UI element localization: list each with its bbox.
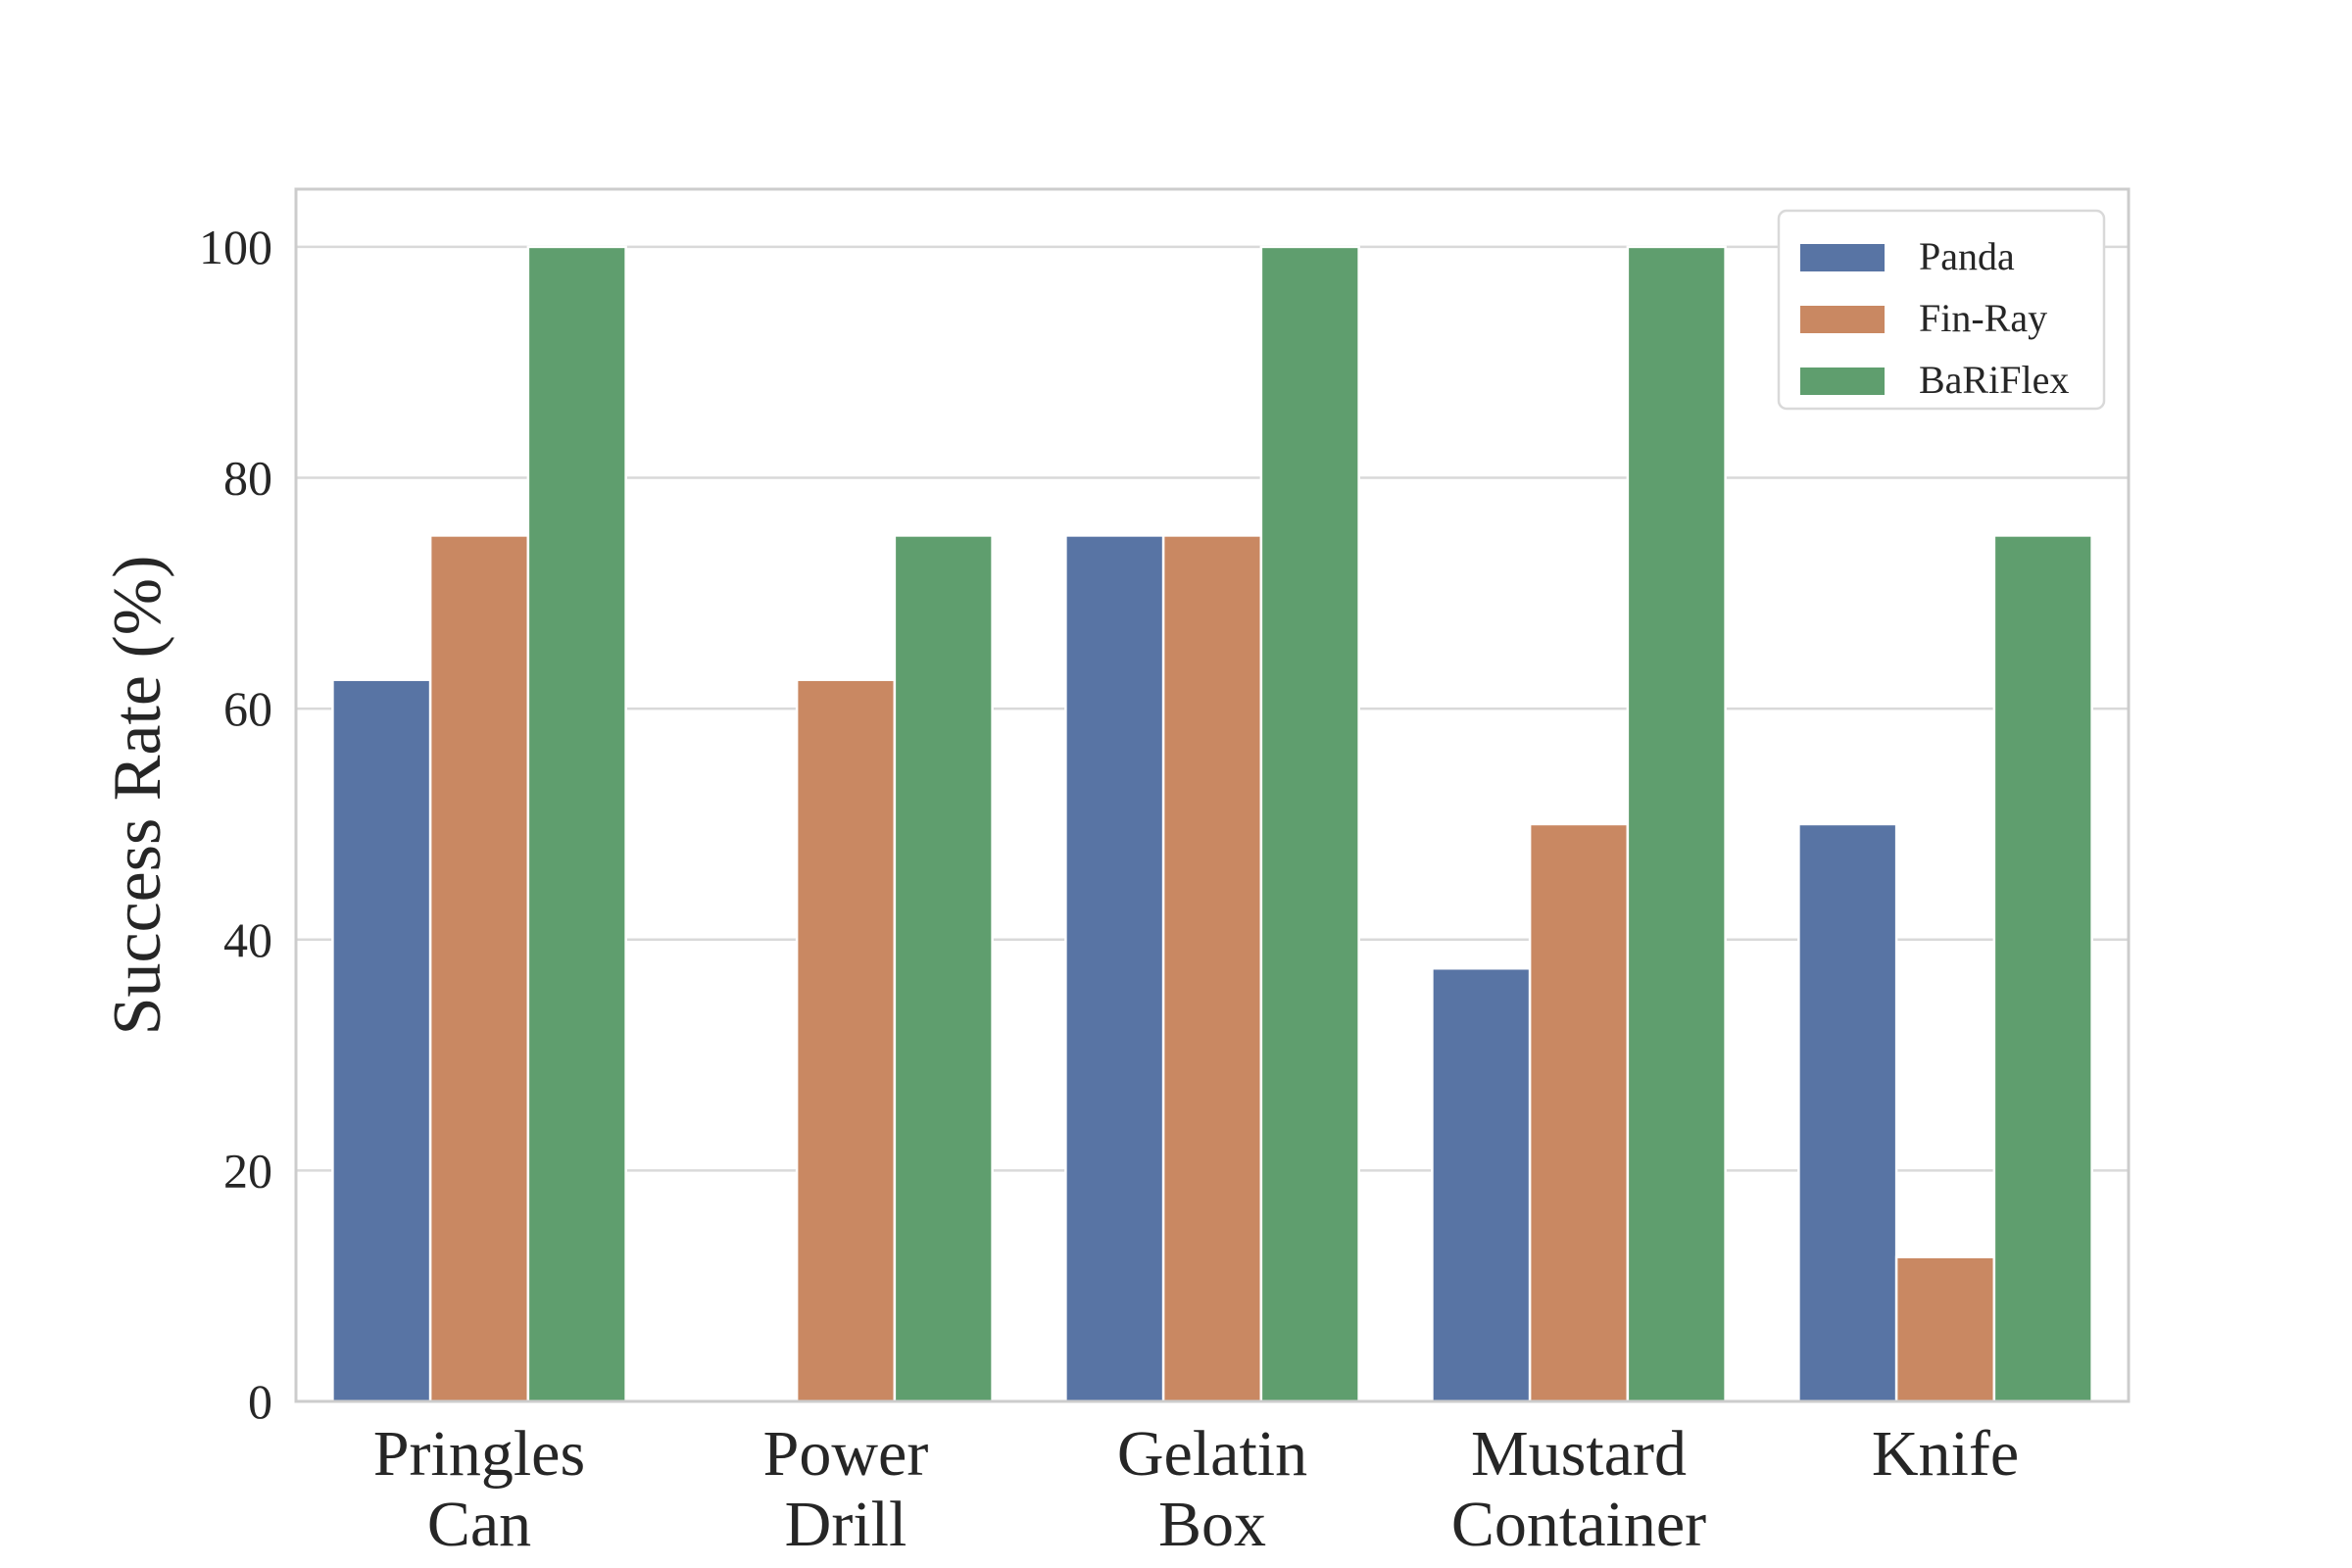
legend-swatch <box>1800 306 1885 333</box>
bar-bariflex <box>526 245 627 1403</box>
x-tick-label: Power Drill <box>763 1418 929 1560</box>
legend: Panda Fin-Ray BaRiFlex <box>1777 209 2106 411</box>
y-tick-label: 100 <box>199 220 272 274</box>
y-axis-label: Success Rate (%) <box>100 556 175 1036</box>
y-tick-labels: 0 20 40 60 80 100 <box>199 220 272 1429</box>
bar-panda <box>1064 534 1165 1403</box>
y-tick-label: 80 <box>223 451 272 506</box>
legend-swatch <box>1800 244 1885 271</box>
bar-fin-ray <box>1894 1255 1996 1403</box>
x-tick-label-line: Gelatin <box>1117 1418 1307 1490</box>
plot-frame <box>294 187 2131 1403</box>
bar-panda <box>1431 966 1532 1403</box>
legend-swatch <box>1800 368 1885 395</box>
x-tick-label: Knife <box>1872 1418 2019 1490</box>
y-tick-label: 20 <box>223 1143 272 1198</box>
x-tick-label-line: Pringles <box>373 1418 585 1490</box>
bar-fin-ray <box>428 534 530 1403</box>
x-tick-label: Mustard Container <box>1451 1418 1706 1560</box>
legend-label: Fin-Ray <box>1919 296 2047 340</box>
bar-panda <box>1797 822 1898 1403</box>
bar-fin-ray <box>1161 534 1263 1403</box>
x-tick-label-line: Can <box>427 1489 531 1560</box>
x-tick-label-line: Power <box>763 1418 929 1490</box>
bar-bariflex <box>1259 245 1360 1403</box>
bar-bariflex <box>893 534 994 1403</box>
y-tick-label: 0 <box>248 1374 272 1429</box>
bar-bariflex <box>1626 245 1727 1403</box>
bar-fin-ray <box>795 678 897 1403</box>
x-tick-label-line: Drill <box>785 1489 907 1560</box>
bar-bariflex <box>1992 534 2093 1403</box>
x-tick-label-line: Box <box>1158 1489 1266 1560</box>
x-tick-label-line: Mustard <box>1471 1418 1687 1490</box>
x-tick-labels: Pringles Can Power Drill Gelatin Box Mustard Co… <box>373 1418 2019 1560</box>
x-tick-label: Pringles Can <box>373 1418 585 1560</box>
y-tick-label: 40 <box>223 912 272 967</box>
bars <box>331 245 2093 1403</box>
x-tick-label-line: Container <box>1451 1489 1706 1560</box>
x-tick-label-line: Knife <box>1872 1418 2019 1490</box>
legend-label: Panda <box>1919 234 2015 278</box>
bar-panda <box>331 678 432 1403</box>
legend-label: BaRiFlex <box>1919 358 2069 402</box>
x-tick-label: Gelatin Box <box>1117 1418 1307 1560</box>
bar-fin-ray <box>1528 822 1630 1403</box>
y-tick-label: 60 <box>223 681 272 736</box>
